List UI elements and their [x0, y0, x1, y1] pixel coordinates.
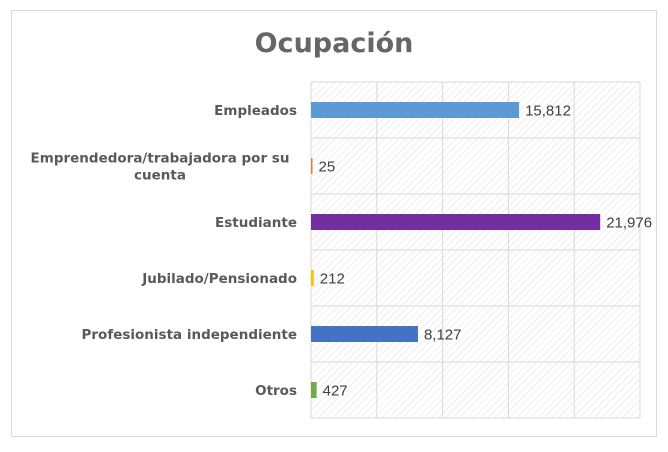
bar	[311, 158, 313, 174]
data-label: 15,812	[525, 103, 571, 120]
category-label: Jubilado/Pensionado	[141, 271, 297, 287]
chart-title: Ocupación	[254, 28, 414, 59]
category-label: Otros	[255, 383, 297, 399]
bar	[311, 326, 418, 342]
category-label: Emprendedora/trabajadora por su cuenta	[31, 151, 290, 184]
bar	[311, 214, 601, 230]
category-label: Estudiante	[215, 215, 297, 231]
category-label: Profesionista independiente	[82, 327, 298, 343]
data-label: 8,127	[424, 327, 462, 344]
bar	[311, 382, 317, 398]
data-label: 427	[323, 383, 348, 400]
category-label: Empleados	[214, 103, 297, 119]
data-label: 25	[319, 159, 336, 176]
data-label: 21,976	[606, 215, 652, 232]
data-label: 212	[320, 271, 345, 288]
bar	[311, 270, 314, 286]
bar	[311, 102, 520, 118]
